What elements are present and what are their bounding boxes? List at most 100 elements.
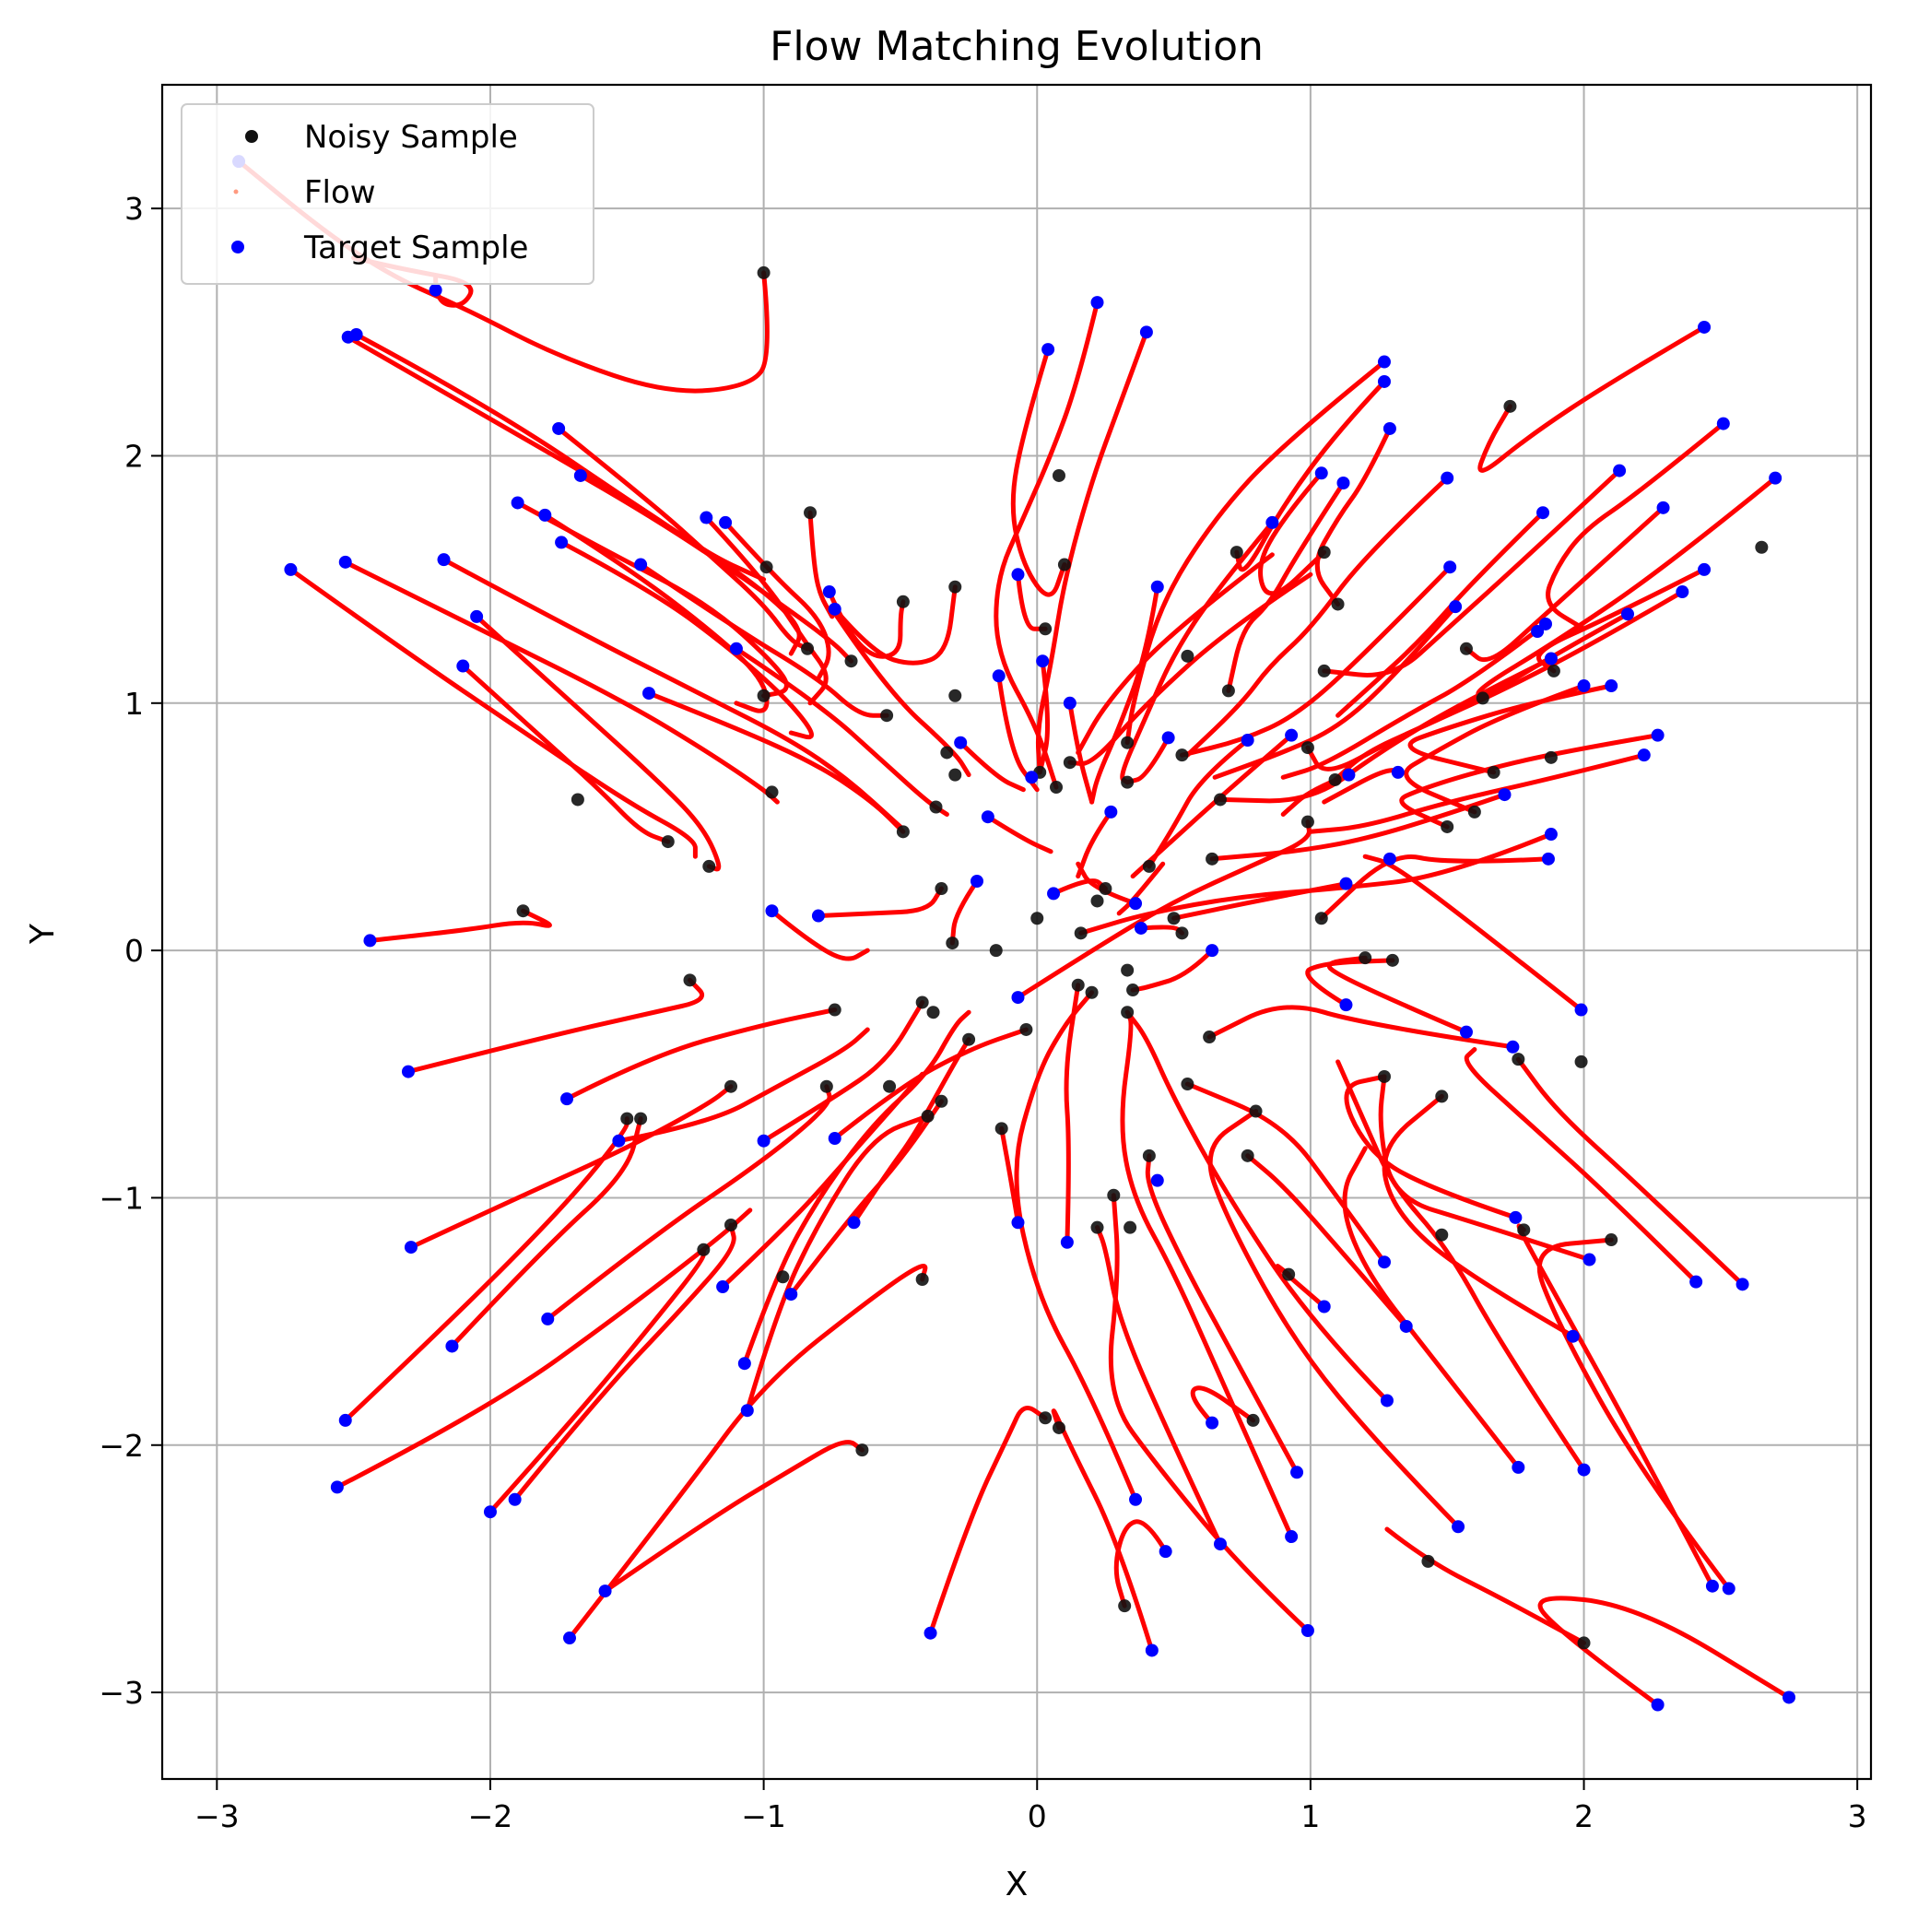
flow-path xyxy=(288,567,698,859)
target-sample-point xyxy=(1139,325,1153,339)
grid-lines xyxy=(162,85,1871,1779)
noisy-sample-point xyxy=(1050,781,1064,795)
target-sample-point xyxy=(1620,607,1634,621)
target-sample-point xyxy=(1566,1329,1580,1343)
flow-path xyxy=(1116,861,1166,916)
noisy-sample-point xyxy=(1121,775,1135,789)
noisy-sample-point xyxy=(1328,772,1342,786)
flow-path xyxy=(1067,571,1313,766)
flow-path xyxy=(1076,552,1275,755)
noisy-sample-point xyxy=(1282,1267,1296,1281)
target-sample-point xyxy=(1391,765,1405,779)
target-sample-point xyxy=(1577,1463,1591,1477)
flow-path xyxy=(1124,359,1387,746)
noisy-sample-point xyxy=(724,1218,738,1231)
noisy-sample-point xyxy=(1181,649,1194,663)
target-sample-point xyxy=(1377,374,1391,388)
legend-label-target: Target Sample xyxy=(303,230,528,266)
x-tick-label: −3 xyxy=(194,1798,240,1834)
flow-path xyxy=(703,515,829,706)
target-sample-point xyxy=(822,585,836,599)
noisy-sample-point xyxy=(1052,468,1065,482)
flow-path xyxy=(1404,683,1586,815)
noisy-sample-point xyxy=(989,944,1003,958)
flow-path xyxy=(1516,1223,1715,1589)
target-sample-point xyxy=(740,1404,754,1418)
flow-path xyxy=(638,562,889,718)
flow-path xyxy=(1076,809,1113,879)
x-tick-label: 3 xyxy=(1848,1798,1867,1834)
target-sample-point xyxy=(719,515,733,529)
flow-path xyxy=(1095,1225,1223,1547)
flow-path xyxy=(1147,737,1251,869)
flow-path xyxy=(449,1116,643,1349)
noisy-sample-point xyxy=(1039,1411,1053,1425)
noisy-sample-point xyxy=(915,995,929,1009)
noisy-sample-point xyxy=(940,746,954,760)
noisy-sample-point xyxy=(1385,953,1399,967)
noisy-sample-point xyxy=(1019,1022,1033,1036)
flow-path xyxy=(1124,735,1171,785)
target-sample-point xyxy=(1090,296,1104,310)
plot-frame xyxy=(160,83,1873,1781)
noisy-sample-point xyxy=(1063,756,1077,770)
noisy-sample-point xyxy=(1317,664,1331,677)
noisy-sample-point xyxy=(1435,1090,1449,1103)
noisy-sample-point xyxy=(757,265,771,279)
noisy-sample-point xyxy=(1124,1220,1137,1234)
flow-path xyxy=(928,1406,1048,1636)
x-tick-label: 0 xyxy=(1028,1798,1047,1834)
legend-marker-flow xyxy=(233,189,239,194)
flow-path xyxy=(441,557,903,830)
noisy-sample-point xyxy=(776,1270,790,1284)
noisy-sample-point xyxy=(1121,736,1135,749)
noisy-sample-point xyxy=(1175,748,1189,762)
noisy-sample-point xyxy=(1544,750,1558,764)
target-sample-point xyxy=(1300,1624,1314,1638)
noisy-sample-point xyxy=(828,1003,841,1017)
target-sample-point xyxy=(437,553,451,567)
noisy-sample-point xyxy=(1085,985,1099,999)
y-tick-label: −2 xyxy=(99,1428,144,1464)
flow-path xyxy=(1184,476,1450,758)
target-sample-point xyxy=(511,496,524,510)
flow-path xyxy=(1546,421,1726,631)
noisy-sample-point xyxy=(855,1443,869,1457)
flow-path xyxy=(1382,1093,1576,1339)
flow-path xyxy=(1335,1059,1586,1473)
target-sample-point xyxy=(784,1288,798,1302)
target-sample-point xyxy=(1063,696,1077,710)
flow-path xyxy=(512,1222,736,1502)
target-sample-point xyxy=(1541,852,1555,866)
target-sample-point xyxy=(1605,679,1618,693)
noisy-sample-point xyxy=(1547,664,1560,677)
target-sample-point xyxy=(1536,506,1550,520)
x-axis-label: X xyxy=(1006,1866,1029,1903)
flow-path xyxy=(1314,426,1393,607)
target-sample-point xyxy=(1265,515,1279,529)
flow-path xyxy=(1014,990,1138,1502)
target-sample-point xyxy=(1656,501,1670,514)
target-sample-point xyxy=(1769,471,1782,485)
flow-path xyxy=(1476,476,1778,701)
noisy-sample-point xyxy=(1142,1149,1156,1162)
target-sample-point xyxy=(1206,1416,1219,1430)
target-sample-point xyxy=(552,421,566,435)
target-sample-points xyxy=(232,155,1796,1712)
noisy-sample-point xyxy=(697,1243,711,1256)
noisy-sample-point xyxy=(1167,912,1181,925)
noisy-sample-point xyxy=(1181,1078,1194,1091)
target-sample-point xyxy=(1509,1210,1523,1224)
target-sample-point xyxy=(1036,654,1050,668)
flow-path xyxy=(488,1247,706,1514)
flow-path xyxy=(958,740,1026,793)
flow-path xyxy=(343,560,780,805)
flow-path xyxy=(1016,819,1312,1000)
target-sample-point xyxy=(1735,1278,1749,1291)
x-tick-label: 1 xyxy=(1300,1798,1320,1834)
target-sample-point xyxy=(811,909,825,923)
flow-path xyxy=(1322,468,1622,677)
target-sample-point xyxy=(1104,805,1118,819)
target-sample-point xyxy=(1544,652,1558,666)
noisy-sample-point xyxy=(935,882,948,896)
